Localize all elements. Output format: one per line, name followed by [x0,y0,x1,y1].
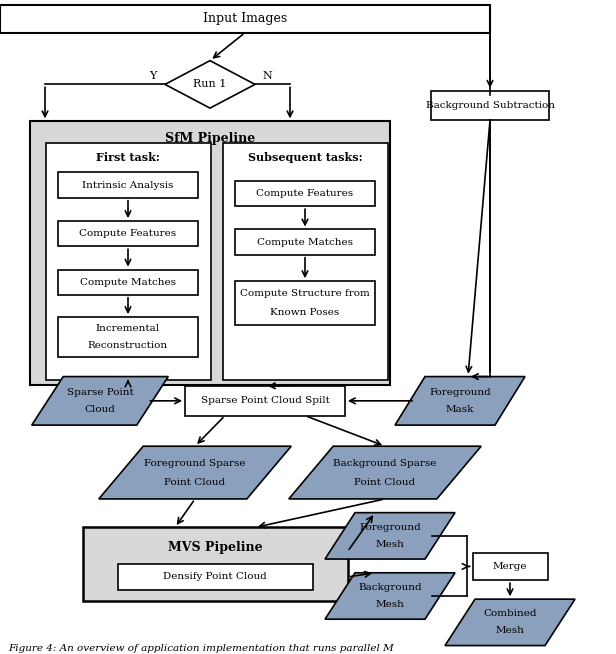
Bar [222,143,387,380]
Text: Foreground: Foreground [429,388,491,397]
Text: Input Images: Input Images [203,12,287,26]
Text: Sparse Point Cloud Spilt: Sparse Point Cloud Spilt [201,396,330,405]
Text: Mesh: Mesh [376,540,405,549]
Text: Figure 4: An overview of application implementation that runs parallel M: Figure 4: An overview of application imp… [8,644,394,653]
Text: MVS Pipeline: MVS Pipeline [168,541,262,554]
Bar [185,386,345,415]
Polygon shape [99,446,291,499]
Text: Y: Y [149,71,156,81]
Bar [235,181,375,206]
Bar [235,230,375,255]
Text: Compute Features: Compute Features [256,189,354,198]
Text: Point Cloud: Point Cloud [354,477,416,487]
Bar [431,91,549,120]
Text: Known Poses: Known Poses [270,308,339,317]
Bar [30,121,390,385]
Text: Point Cloud: Point Cloud [164,477,225,487]
Text: Cloud: Cloud [84,405,115,414]
Bar [0,5,490,33]
Text: Mesh: Mesh [495,627,524,635]
Text: Subsequent tasks:: Subsequent tasks: [248,152,362,164]
Text: N: N [262,71,272,81]
Bar [58,317,198,357]
Bar [58,221,198,247]
Bar [472,553,548,580]
Text: Intrinsic Analysis: Intrinsic Analysis [83,181,174,190]
Text: Mask: Mask [446,405,474,414]
Polygon shape [32,377,168,425]
Text: Background: Background [358,583,422,592]
Text: First task:: First task: [96,152,160,164]
Text: Merge: Merge [493,562,527,571]
Bar [46,143,211,380]
Text: Run 1: Run 1 [193,79,227,90]
Text: Reconstruction: Reconstruction [88,341,168,350]
Polygon shape [325,573,455,619]
Text: Sparse Point: Sparse Point [67,388,134,397]
Text: Background Sparse: Background Sparse [333,458,437,468]
Bar [118,564,312,590]
Text: Mesh: Mesh [376,600,405,609]
Polygon shape [289,446,481,499]
Bar [83,527,347,601]
Text: Densify Point Cloud: Densify Point Cloud [163,572,267,581]
Bar [58,269,198,295]
Text: Compute Matches: Compute Matches [257,237,353,247]
Text: Compute Matches: Compute Matches [80,278,176,286]
Text: Foreground: Foreground [359,523,421,532]
Text: Background Subtraction: Background Subtraction [426,101,554,110]
Bar [235,281,375,326]
Text: Combined: Combined [483,610,537,619]
Polygon shape [165,61,255,108]
Text: Incremental: Incremental [96,324,160,333]
Text: Compute Features: Compute Features [79,229,177,238]
Polygon shape [325,513,455,559]
Text: Foreground Sparse: Foreground Sparse [144,458,246,468]
Text: SfM Pipeline: SfM Pipeline [165,131,255,145]
Bar [58,173,198,198]
Polygon shape [395,377,525,425]
Text: Compute Structure from: Compute Structure from [240,289,370,298]
Polygon shape [445,599,575,645]
